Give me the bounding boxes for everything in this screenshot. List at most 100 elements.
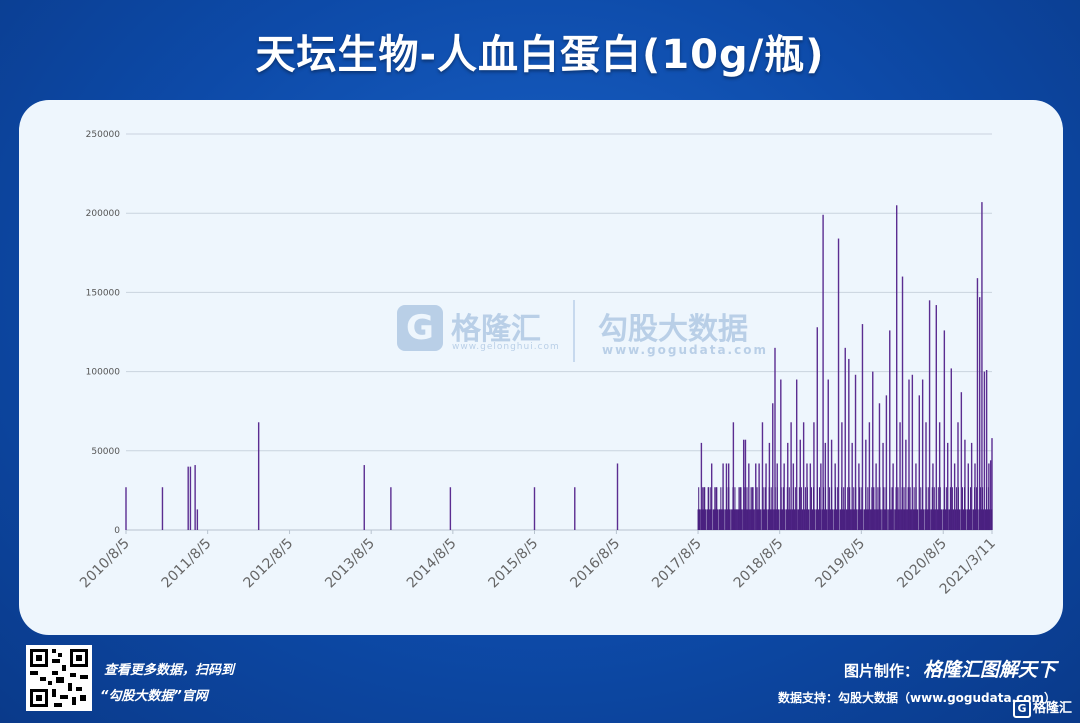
bar bbox=[948, 509, 950, 530]
x-tick-label: 2013/8/5 bbox=[322, 536, 378, 592]
bar bbox=[886, 509, 888, 530]
bar bbox=[745, 509, 747, 530]
bar bbox=[901, 487, 903, 530]
bar bbox=[719, 509, 721, 530]
bar bbox=[930, 509, 932, 530]
bar bbox=[889, 487, 891, 530]
bar bbox=[872, 371, 874, 530]
bar bbox=[793, 509, 795, 530]
bar bbox=[957, 487, 959, 530]
bar bbox=[747, 509, 749, 530]
x-tick-label: 2012/8/5 bbox=[241, 536, 297, 592]
bar bbox=[826, 509, 828, 530]
bar bbox=[914, 509, 916, 530]
bar bbox=[784, 509, 786, 530]
bar bbox=[880, 509, 882, 530]
bar bbox=[774, 487, 776, 530]
bar bbox=[841, 487, 843, 530]
qr-code-icon[interactable] bbox=[26, 645, 92, 711]
bar bbox=[709, 509, 711, 530]
bar bbox=[921, 379, 924, 530]
bar bbox=[986, 509, 988, 530]
bar bbox=[778, 509, 780, 530]
y-tick-label: 100000 bbox=[86, 368, 121, 378]
bar bbox=[777, 509, 779, 530]
bar bbox=[915, 487, 917, 530]
chart-panel bbox=[19, 100, 1063, 635]
bar bbox=[903, 487, 905, 530]
bar bbox=[820, 463, 822, 530]
bar bbox=[701, 509, 703, 530]
bar bbox=[870, 509, 872, 530]
bar bbox=[827, 509, 829, 530]
bar bbox=[786, 487, 788, 530]
bar bbox=[774, 509, 776, 530]
bar bbox=[978, 297, 981, 530]
bar bbox=[831, 509, 833, 530]
bar bbox=[810, 487, 812, 530]
bar bbox=[845, 509, 847, 530]
bar bbox=[950, 509, 952, 530]
bar bbox=[859, 509, 861, 530]
bar bbox=[951, 509, 953, 530]
bar bbox=[827, 379, 829, 530]
bar bbox=[975, 509, 977, 530]
bar bbox=[871, 487, 873, 530]
bar bbox=[867, 487, 869, 530]
bar bbox=[962, 509, 964, 530]
bar bbox=[848, 358, 850, 530]
bar bbox=[961, 509, 963, 530]
bar bbox=[767, 509, 769, 530]
bar bbox=[902, 509, 904, 530]
bar bbox=[868, 422, 871, 530]
bar bbox=[731, 509, 733, 530]
bar bbox=[916, 509, 918, 530]
bar bbox=[715, 509, 717, 530]
bar bbox=[854, 374, 857, 530]
bar bbox=[835, 487, 837, 530]
bar bbox=[970, 487, 972, 530]
bar bbox=[732, 487, 734, 530]
bar bbox=[941, 509, 943, 530]
bar bbox=[882, 442, 884, 530]
bar bbox=[943, 509, 945, 530]
bar bbox=[831, 487, 833, 530]
bar bbox=[801, 509, 803, 530]
bar bbox=[768, 509, 770, 530]
bar bbox=[813, 509, 815, 530]
bar bbox=[755, 509, 757, 530]
bar bbox=[878, 509, 880, 530]
bar bbox=[771, 509, 773, 530]
bar bbox=[933, 487, 935, 530]
bar bbox=[733, 509, 735, 530]
bar bbox=[846, 509, 848, 530]
bar bbox=[888, 509, 890, 530]
bar bbox=[729, 509, 731, 530]
promo-line-2: “勾股大数据”官网 bbox=[100, 689, 208, 704]
bar bbox=[816, 327, 818, 530]
bar bbox=[759, 509, 761, 530]
bar bbox=[719, 509, 721, 530]
bar bbox=[851, 509, 853, 530]
bar bbox=[802, 509, 804, 530]
bar bbox=[729, 509, 731, 530]
bar bbox=[390, 487, 392, 530]
x-tick-label: 2018/8/5 bbox=[731, 536, 787, 592]
bar bbox=[840, 509, 842, 530]
bar bbox=[976, 487, 978, 530]
bar bbox=[704, 487, 706, 530]
x-tick-label: 2015/8/5 bbox=[486, 536, 542, 592]
bar bbox=[936, 509, 938, 530]
bar bbox=[919, 487, 921, 530]
bar bbox=[877, 487, 879, 530]
bar bbox=[782, 509, 784, 530]
bar bbox=[733, 509, 735, 530]
bar bbox=[908, 509, 910, 530]
bar bbox=[823, 487, 825, 530]
bar bbox=[832, 509, 834, 530]
bar bbox=[805, 509, 807, 530]
bar bbox=[700, 442, 703, 530]
bar bbox=[976, 509, 978, 530]
bar bbox=[913, 487, 915, 530]
bar bbox=[924, 509, 926, 530]
